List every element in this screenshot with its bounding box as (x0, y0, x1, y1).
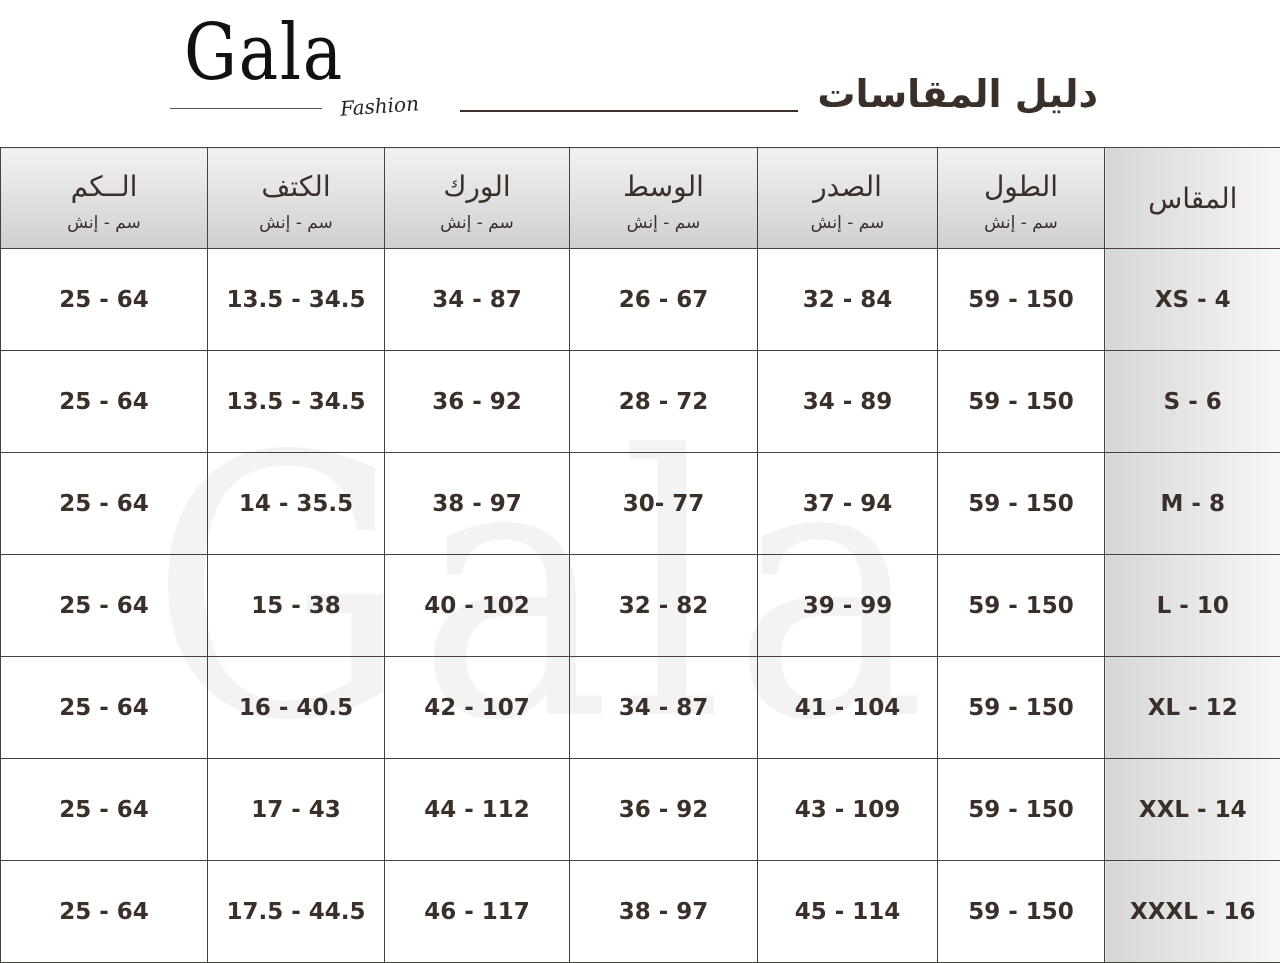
column-header: الصدر سم - إنش (758, 148, 938, 249)
measurement-cell: 17 - 43 (208, 759, 385, 861)
measurement-cell: 13.5 - 34.5 (208, 351, 385, 453)
measurement-cell: 26 - 67 (570, 249, 758, 351)
unit-label: سم - إنش (570, 213, 757, 233)
brand-sub: Fashion (339, 91, 419, 120)
column-header: الوسط سم - إنش (570, 148, 758, 249)
measurement-cell: 45 - 114 (758, 861, 938, 963)
measurement-cell: 43 - 109 (758, 759, 938, 861)
size-header: المقاس (1105, 148, 1280, 249)
measurement-cell: 59 - 150 (938, 555, 1105, 657)
column-title: الطول (938, 170, 1104, 203)
measurement-cell: 30- 77 (570, 453, 758, 555)
measurement-cell: 59 - 150 (938, 249, 1105, 351)
measurement-cell: 25 - 64 (1, 453, 208, 555)
measurement-cell: 38 - 97 (570, 861, 758, 963)
measurement-cell: 40 - 102 (385, 555, 570, 657)
unit-label: سم - إنش (758, 213, 937, 233)
measurement-cell: 59 - 150 (938, 861, 1105, 963)
measurement-cell: 15 - 38 (208, 555, 385, 657)
unit-label: سم - إنش (1, 213, 207, 233)
column-title: الكتف (208, 170, 384, 203)
measurement-cell: 25 - 64 (1, 861, 208, 963)
measurement-cell: 38 - 97 (385, 453, 570, 555)
page-title: دليل المقاسات (817, 72, 1098, 116)
measurement-cell: 59 - 150 (938, 453, 1105, 555)
column-header: الكتف سم - إنش (208, 148, 385, 249)
measurement-cell: 46 - 117 (385, 861, 570, 963)
size-label: XL - 12 (1105, 657, 1280, 759)
brand-name: Gala (184, 8, 344, 98)
measurement-cell: 32 - 84 (758, 249, 938, 351)
measurement-cell: 34 - 89 (758, 351, 938, 453)
measurement-cell: 16 - 40.5 (208, 657, 385, 759)
measurement-cell: 25 - 64 (1, 657, 208, 759)
measurement-cell: 14 - 35.5 (208, 453, 385, 555)
measurement-cell: 34 - 87 (570, 657, 758, 759)
measurement-cell: 25 - 64 (1, 759, 208, 861)
measurement-cell: 34 - 87 (385, 249, 570, 351)
size-label: M - 8 (1105, 453, 1280, 555)
column-title: الوسط (570, 170, 757, 203)
measurement-cell: 44 - 112 (385, 759, 570, 861)
measurement-cell: 42 - 107 (385, 657, 570, 759)
unit-label: سم - إنش (208, 213, 384, 233)
column-header: الــكم سم - إنش (1, 148, 208, 249)
measurement-cell: 59 - 150 (938, 657, 1105, 759)
unit-label: سم - إنش (385, 213, 569, 233)
brand-logo: Gala Fashion (170, 8, 440, 138)
measurement-cell: 39 - 99 (758, 555, 938, 657)
column-title: الورك (385, 170, 569, 203)
measurement-cell: 59 - 150 (938, 759, 1105, 861)
measurement-cell: 32 - 82 (570, 555, 758, 657)
column-title: الصدر (758, 170, 937, 203)
unit-label: سم - إنش (938, 213, 1104, 233)
column-title: الــكم (1, 170, 207, 203)
size-label: S - 6 (1105, 351, 1280, 453)
size-label: L - 10 (1105, 555, 1280, 657)
measurement-cell: 36 - 92 (385, 351, 570, 453)
measurement-cell: 36 - 92 (570, 759, 758, 861)
logo-divider (170, 108, 322, 109)
column-header: الورك سم - إنش (385, 148, 570, 249)
size-label: XXXL - 16 (1105, 861, 1280, 963)
measurement-cell: 41 - 104 (758, 657, 938, 759)
measurement-cell: 17.5 - 44.5 (208, 861, 385, 963)
measurement-cell: 28 - 72 (570, 351, 758, 453)
title-divider (460, 110, 798, 112)
measurement-cell: 25 - 64 (1, 555, 208, 657)
size-label: XXL - 14 (1105, 759, 1280, 861)
measurement-cell: 25 - 64 (1, 351, 208, 453)
column-header: الطول سم - إنش (938, 148, 1105, 249)
measurement-cell: 25 - 64 (1, 249, 208, 351)
measurement-cell: 13.5 - 34.5 (208, 249, 385, 351)
measurement-cell: 59 - 150 (938, 351, 1105, 453)
size-label: XS - 4 (1105, 249, 1280, 351)
measurement-cell: 37 - 94 (758, 453, 938, 555)
